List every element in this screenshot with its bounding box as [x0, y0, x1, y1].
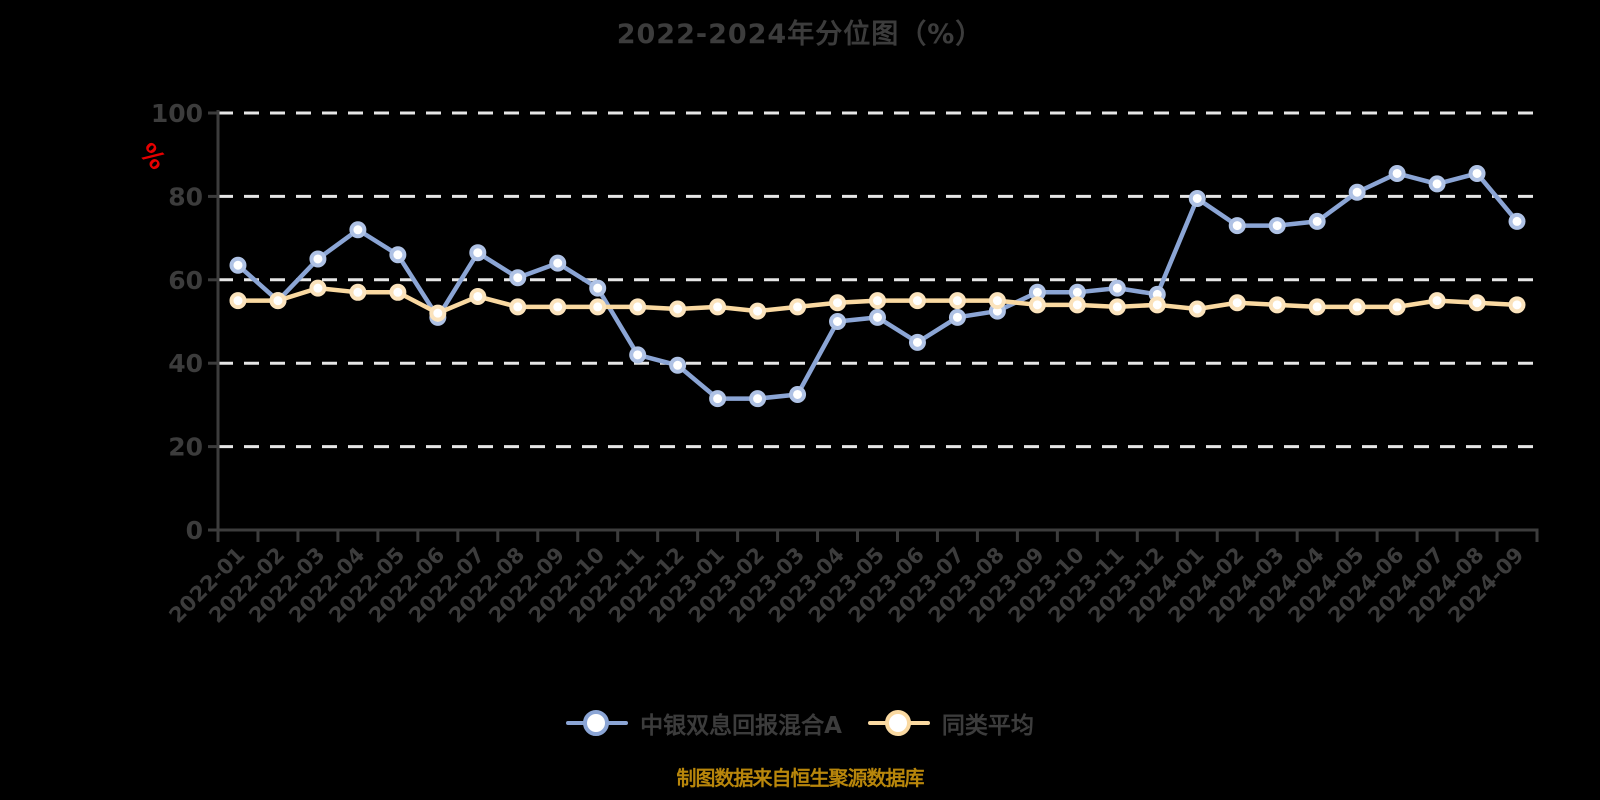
- data-point-marker[interactable]: [1468, 164, 1486, 182]
- data-point-marker[interactable]: [749, 390, 767, 408]
- data-point-marker[interactable]: [1308, 298, 1326, 316]
- y-tick-label: 0: [186, 516, 203, 545]
- legend-item-fund[interactable]: 中银双息回报混合A: [566, 706, 842, 740]
- data-point-marker[interactable]: [829, 313, 847, 330]
- data-point-marker[interactable]: [549, 298, 567, 316]
- chart-title: 2022-2024年分位图（%）: [616, 19, 984, 50]
- y-tick-label: 40: [168, 349, 203, 378]
- legend-label-category-average: 同类平均: [941, 713, 1034, 739]
- series-line-fund: [235, 171, 1520, 401]
- data-point-marker[interactable]: [1228, 294, 1246, 312]
- data-point-marker[interactable]: [589, 279, 607, 297]
- data-point-marker[interactable]: [869, 308, 886, 326]
- data-point-marker[interactable]: [1388, 164, 1406, 182]
- data-point-marker[interactable]: [1428, 292, 1446, 310]
- data-source-note: 制图数据来自恒生聚源数据库: [676, 766, 925, 790]
- data-point-marker[interactable]: [908, 333, 926, 351]
- data-point-marker[interactable]: [1508, 296, 1526, 314]
- data-point-marker[interactable]: [948, 292, 966, 310]
- data-point-marker[interactable]: [789, 298, 807, 316]
- data-point-marker[interactable]: [709, 298, 727, 316]
- data-point-marker[interactable]: [1188, 300, 1206, 318]
- data-point-marker[interactable]: [1028, 296, 1046, 314]
- data-point-marker[interactable]: [309, 250, 327, 268]
- data-point-marker[interactable]: [1188, 189, 1206, 207]
- data-point-marker[interactable]: [1228, 217, 1246, 235]
- fund-series-marker-icon: [566, 709, 629, 737]
- data-point-marker[interactable]: [229, 256, 247, 274]
- data-point-marker[interactable]: [509, 269, 527, 287]
- data-point-marker[interactable]: [1468, 294, 1486, 312]
- data-point-marker[interactable]: [469, 244, 487, 262]
- legend-label-fund: 中银双息回报混合A: [640, 713, 842, 739]
- data-point-marker[interactable]: [709, 390, 727, 408]
- data-point-marker[interactable]: [1068, 296, 1086, 314]
- data-point-marker[interactable]: [1268, 217, 1286, 235]
- data-point-marker[interactable]: [948, 308, 966, 326]
- data-point-marker[interactable]: [1348, 183, 1366, 201]
- data-point-marker[interactable]: [1108, 298, 1126, 316]
- data-point-marker[interactable]: [789, 385, 807, 403]
- data-point-marker[interactable]: [669, 300, 687, 318]
- data-point-marker[interactable]: [469, 287, 487, 305]
- data-point-marker[interactable]: [309, 279, 327, 297]
- data-point-marker[interactable]: [629, 346, 647, 364]
- data-point-marker[interactable]: [509, 298, 527, 316]
- data-point-marker[interactable]: [1268, 296, 1286, 314]
- data-point-marker[interactable]: [549, 254, 567, 272]
- data-point-marker[interactable]: [349, 221, 367, 239]
- data-point-marker[interactable]: [349, 283, 367, 301]
- data-point-marker[interactable]: [829, 294, 847, 312]
- y-tick-label: 80: [168, 182, 203, 211]
- data-point-marker[interactable]: [1388, 298, 1406, 316]
- data-point-marker[interactable]: [1148, 296, 1166, 314]
- data-point-marker[interactable]: [908, 292, 926, 310]
- data-point-marker[interactable]: [1108, 279, 1126, 297]
- data-point-marker[interactable]: [988, 292, 1006, 310]
- y-tick-label: 60: [168, 266, 203, 295]
- data-point-marker[interactable]: [669, 356, 687, 374]
- data-point-marker[interactable]: [629, 298, 647, 316]
- data-point-marker[interactable]: [269, 292, 287, 310]
- data-point-marker[interactable]: [389, 283, 407, 301]
- data-point-marker[interactable]: [429, 304, 447, 322]
- data-point-marker[interactable]: [749, 302, 767, 320]
- legend: 中银双息回报混合A 同类平均: [0, 706, 1600, 740]
- data-point-marker[interactable]: [1348, 298, 1366, 316]
- data-point-marker[interactable]: [1508, 212, 1526, 230]
- y-tick-label: 100: [151, 99, 203, 128]
- data-point-marker[interactable]: [1308, 212, 1326, 230]
- data-point-marker[interactable]: [869, 292, 886, 310]
- legend-item-category-average[interactable]: 同类平均: [867, 706, 1034, 740]
- data-point-marker[interactable]: [1428, 175, 1446, 193]
- category-average-series-marker-icon: [867, 709, 930, 737]
- data-point-marker[interactable]: [389, 246, 407, 264]
- data-point-marker[interactable]: [589, 298, 607, 316]
- data-point-marker[interactable]: [229, 292, 247, 310]
- y-tick-label: 20: [168, 433, 203, 462]
